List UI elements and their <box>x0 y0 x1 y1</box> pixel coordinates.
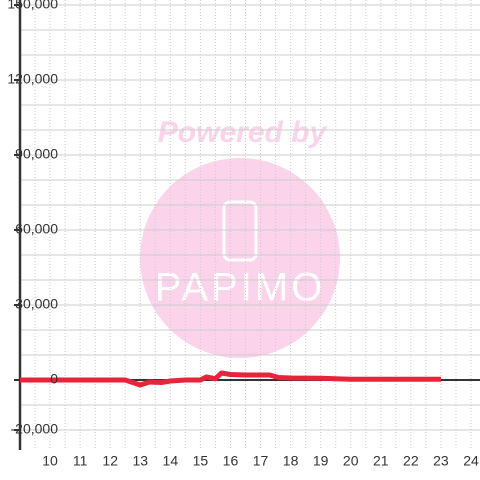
plot <box>20 370 441 388</box>
x-tick-label: 24 <box>463 453 479 469</box>
y-tick-label: 90,000 <box>15 146 58 162</box>
y-tick-label: 150,000 <box>7 0 58 12</box>
x-tick-label: 18 <box>283 453 299 469</box>
x-tick-label: 17 <box>253 453 269 469</box>
y-tick-label: -20,000 <box>11 421 59 437</box>
x-tick-label: 13 <box>132 453 148 469</box>
y-tick-label: 30,000 <box>15 296 58 312</box>
x-tick-label: 20 <box>343 453 359 469</box>
x-tick-label: 10 <box>42 453 58 469</box>
y-tick-label: 0 <box>50 371 58 387</box>
x-tick-label: 16 <box>223 453 239 469</box>
y-tick-label: 60,000 <box>15 221 58 237</box>
x-tick-label: 19 <box>313 453 329 469</box>
x-tick-label: 22 <box>403 453 419 469</box>
watermark-text: Powered by <box>158 116 328 149</box>
x-tick-label: 11 <box>73 453 88 469</box>
watermark-phone <box>222 200 258 262</box>
watermark-circle <box>140 158 340 358</box>
x-tick-label: 15 <box>193 453 209 469</box>
data-line <box>20 370 441 388</box>
x-tick-label: 23 <box>433 453 449 469</box>
x-tick-label: 14 <box>163 453 179 469</box>
x-tick-label: 12 <box>102 453 118 469</box>
watermark-logo: PAPIMO <box>155 266 326 310</box>
x-tick-label: 21 <box>373 453 389 469</box>
y-tick-label: 120,000 <box>7 71 58 87</box>
